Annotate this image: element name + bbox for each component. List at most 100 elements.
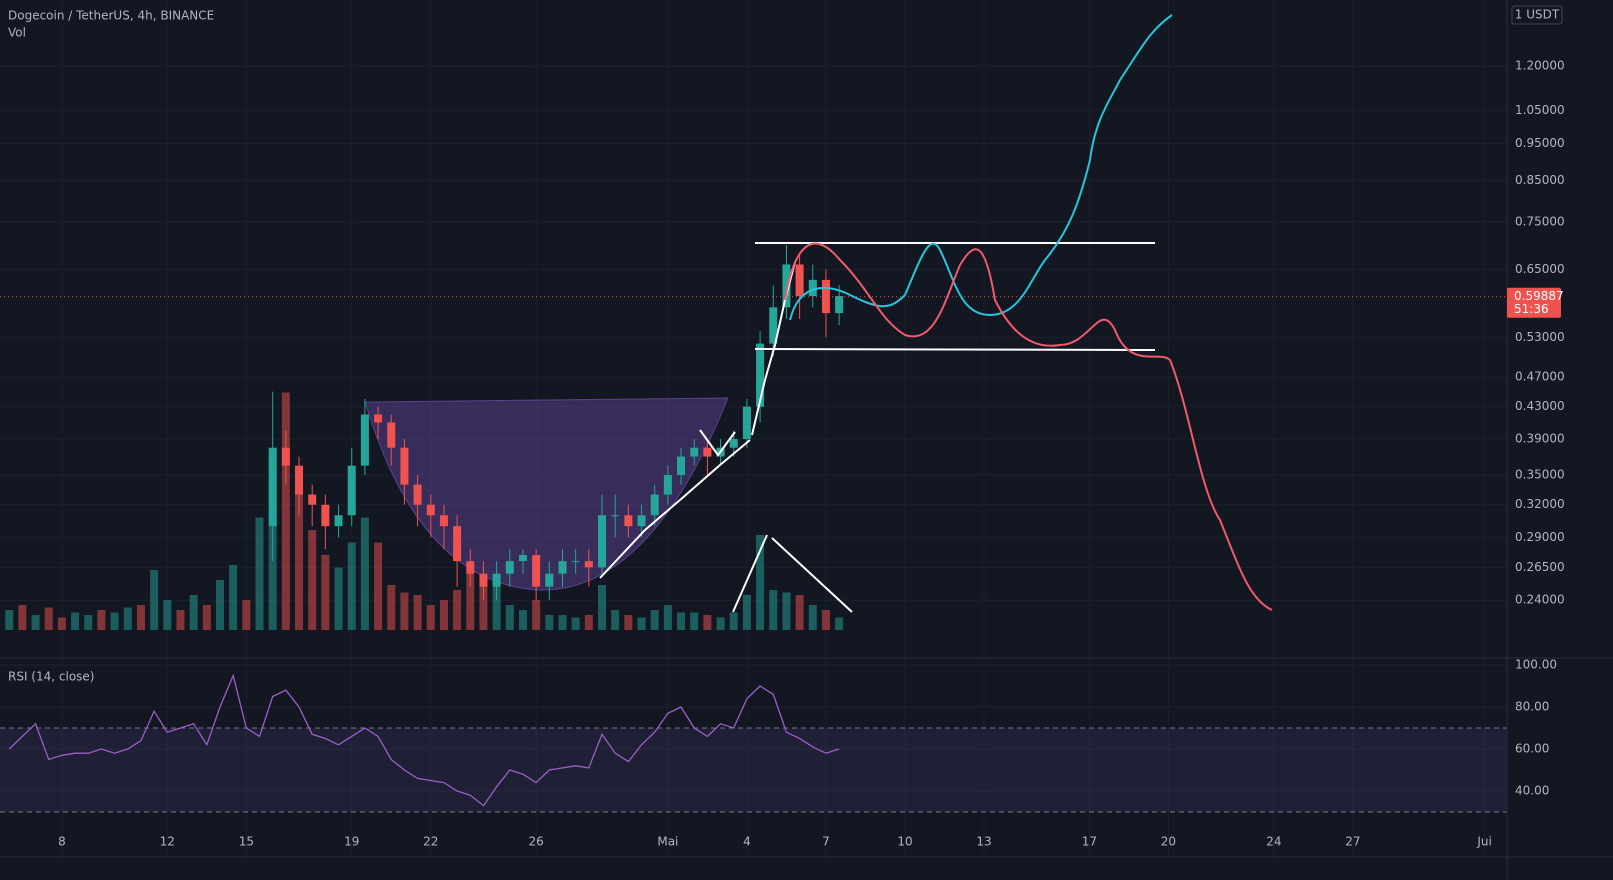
volume-bar [215,580,224,630]
y-tick-label: 1.20000 [1515,59,1565,73]
x-tick-label: Mai [657,835,678,849]
volume-line [771,537,853,613]
y-tick-label: 0.24000 [1515,593,1565,607]
x-tick-label: 24 [1266,835,1281,849]
volume-bar [268,455,277,630]
volume-bar [400,592,409,630]
candle-body [413,484,422,505]
y-tick-label: 0.53000 [1515,330,1565,344]
candle-body [400,447,409,485]
candle-body [374,414,383,423]
rsi-line [8,673,840,807]
candle-body [663,475,672,495]
volume-bar [808,605,817,630]
volume-bar [176,610,185,630]
volume-bar [835,617,844,630]
volume-bar [466,567,475,630]
x-tick-label: 13 [976,835,991,849]
currency-box[interactable] [1511,5,1563,25]
volume-bar [18,605,27,630]
y-tick-label: 0.35000 [1515,468,1565,482]
x-tick-label: 12 [160,835,175,849]
candle-body [795,264,804,297]
volume-bar [545,615,554,630]
projection-up [789,14,1173,321]
volume-bar [650,610,659,630]
volume-bar [334,567,343,630]
volume-bar [44,607,53,630]
volume-bar [413,595,422,630]
volume-bar [347,542,356,630]
x-tick-label: 8 [58,835,66,849]
y-tick-label: 0.29000 [1515,530,1565,544]
x-tick-label: 17 [1082,835,1097,849]
volume-bar [729,612,738,630]
candle-body [571,561,580,563]
volume-bar [110,612,119,630]
volume-bar [163,600,172,630]
range-bottom [754,348,1156,351]
last-price-box [1507,287,1561,318]
volume-bar [716,617,725,630]
candle-body [769,307,778,344]
candle-body [742,406,751,440]
candle-body [347,465,356,516]
x-tick-label: 22 [423,835,438,849]
y-tick-label: 0.65000 [1515,262,1565,276]
x-tick-label: 20 [1161,835,1176,849]
currency-label[interactable]: 1 USDT [1515,8,1560,22]
candle-body [558,561,567,574]
candle-body [756,343,765,407]
volume-bar [31,615,40,630]
volume-bar [84,615,93,630]
volume-bar [479,585,488,630]
y-tick-label: 0.26500 [1515,560,1565,574]
volume-bar [150,570,159,630]
x-tick-label: 27 [1345,835,1360,849]
rsi-title: RSI (14, close) [8,670,94,684]
volume-bar [57,617,66,630]
volume-bar [769,590,778,630]
candle-body [782,264,791,308]
volume-bar [821,610,830,630]
y-tick-label: 60.00 [1515,741,1549,755]
volume-bar [5,610,14,630]
volume-bar [321,555,330,630]
x-tick-label: 10 [897,835,912,849]
volume-bar [426,605,435,630]
candle-body [835,296,844,314]
volume-bar [439,600,448,630]
volume-bar [453,590,462,630]
trend-drawings [599,242,1156,613]
candle-body [321,504,330,527]
volume-bar [795,595,804,630]
candle-body [637,515,646,527]
volume-bar [677,612,686,630]
volume-bar [97,610,106,630]
volume-bar [598,585,607,630]
volume-bar [374,542,383,630]
volume-bar [532,600,541,630]
volume-title: Vol [8,26,26,40]
volume-bar [71,612,80,630]
candle-body [505,561,514,574]
y-tick-label: 0.47000 [1515,370,1565,384]
candle-body [308,494,317,505]
grid [0,0,1507,857]
candle-body [690,447,699,457]
countdown-label: 51:36 [1514,302,1549,316]
volume-bar [505,605,514,630]
x-tick-label: 4 [743,835,751,849]
candle-body [453,526,462,562]
volume-bar [756,535,765,630]
x-tick-label: 7 [822,835,830,849]
candle-body [439,515,448,527]
candle-body [821,279,830,314]
x-tick-label: 26 [529,835,544,849]
volume-bar [611,610,620,630]
candle-body [598,515,607,568]
volume-bar [663,605,672,630]
y-tick-label: 0.39000 [1515,432,1565,446]
